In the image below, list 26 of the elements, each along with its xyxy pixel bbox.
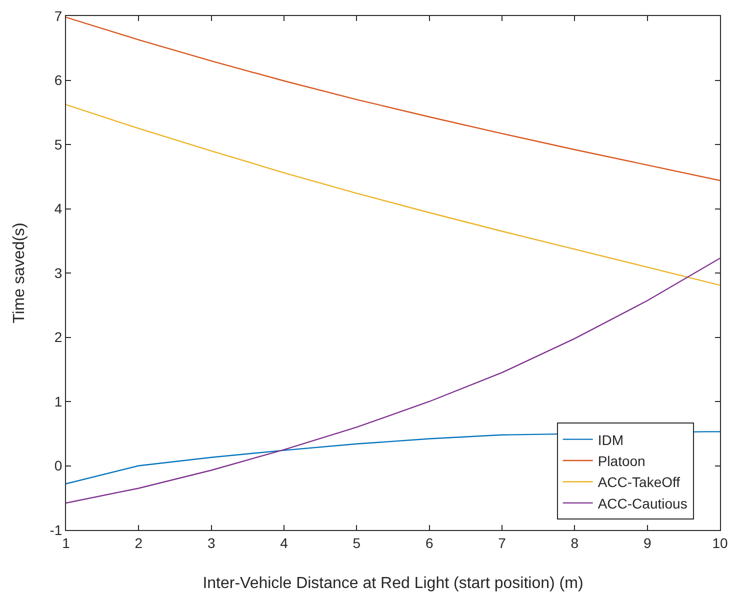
y-tick-label: 6 xyxy=(54,72,62,88)
legend-label: ACC-Cautious xyxy=(598,495,688,512)
x-tick-label: 2 xyxy=(134,534,143,551)
x-tick-label: 8 xyxy=(570,534,579,551)
x-tick-label: 6 xyxy=(425,534,434,551)
y-tick-label: 4 xyxy=(54,200,62,217)
x-tick-label: 9 xyxy=(643,534,652,551)
y-tick-label: 2 xyxy=(54,329,62,346)
y-tick-label: 7 xyxy=(54,8,62,24)
y-tick-label: 3 xyxy=(54,264,62,281)
x-tick-label: 10 xyxy=(712,534,728,551)
y-tick-label: 5 xyxy=(54,136,62,152)
y-tick-label: -1 xyxy=(50,522,62,538)
y-axis-title: Time saved(s) xyxy=(11,222,28,324)
legend-label: ACC-TakeOff xyxy=(598,474,680,490)
line-series xyxy=(66,104,720,286)
x-tick-label: 7 xyxy=(498,534,506,551)
legend-label: IDM xyxy=(598,432,624,448)
line-series xyxy=(66,16,720,182)
legend-label: Platoon xyxy=(598,452,646,469)
y-tick-label: 0 xyxy=(54,458,62,474)
y-tick-label: 1 xyxy=(54,393,62,410)
x-tick-label: 5 xyxy=(352,534,361,551)
x-tick-label: 3 xyxy=(207,534,216,551)
x-tick-label: 4 xyxy=(280,534,288,551)
x-axis-title: Inter-Vehicle Distance at Red Light (start position) (m) xyxy=(202,575,584,592)
